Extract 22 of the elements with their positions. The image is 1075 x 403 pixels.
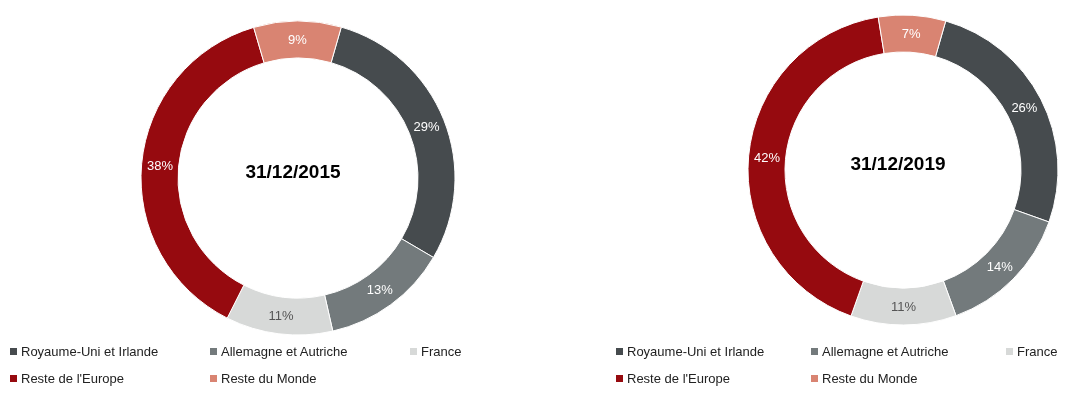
- legend-label: Royaume-Uni et Irlande: [627, 344, 765, 359]
- legend-label: France: [421, 344, 462, 359]
- data-label: 26%: [1011, 100, 1038, 116]
- legend-label: Royaume-Uni et Irlande: [21, 344, 159, 359]
- data-label: 7%: [901, 26, 921, 42]
- data-label: 9%: [288, 32, 308, 47]
- legend-label: Reste du Monde: [221, 371, 317, 386]
- legend-label: Reste de l'Europe: [21, 371, 124, 386]
- legend-label: France: [1017, 344, 1058, 359]
- text: 31/12/2019: [849, 153, 947, 175]
- text: 31/12/2015: [244, 161, 342, 183]
- data-label: 13%: [366, 282, 394, 298]
- legend-label: Allemagne et Autriche: [221, 344, 348, 359]
- legend-label: Allemagne et Autriche: [822, 344, 949, 359]
- data-label: 29%: [413, 119, 441, 135]
- legend-label: Reste de l'Europe: [627, 371, 730, 386]
- data-label: 14%: [986, 258, 1014, 274]
- data-label: 42%: [754, 150, 781, 166]
- data-label: 11%: [890, 299, 917, 314]
- legend-label: Reste du Monde: [822, 371, 918, 386]
- data-label: 11%: [268, 307, 295, 323]
- data-label: 38%: [147, 157, 174, 173]
